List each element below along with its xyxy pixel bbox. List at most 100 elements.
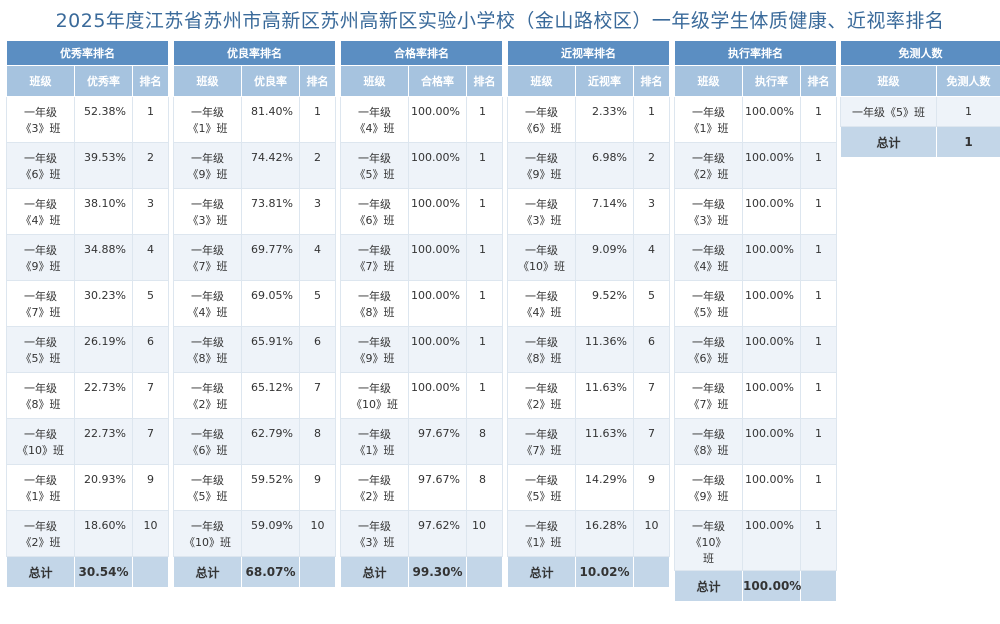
class-grade-text: 一年级	[191, 198, 224, 211]
value-cell: 26.19%	[74, 326, 133, 373]
table-row: 一年级 《10》班 59.09% 10	[173, 510, 337, 557]
rank-cell: 8	[298, 418, 337, 465]
panel-header: 优良率排名	[172, 40, 337, 66]
class-grade-text: 一年级	[692, 152, 725, 165]
rank-cell: 2	[131, 142, 170, 189]
class-number-text: 《2》班	[20, 536, 61, 549]
class-cell: 一年级 《7》班	[6, 280, 75, 327]
value-cell: 100.00%	[408, 142, 467, 189]
value-cell: 69.05%	[241, 280, 300, 327]
class-number-text: 《1》班	[354, 444, 395, 457]
ranking-table: 执行率排名 班级 执行率 排名 一年级 《1》班 100.00% 1 一年级 《2》班 100.00…	[673, 40, 838, 602]
table-row: 一年级 《5》班 14.29% 9	[507, 464, 671, 511]
class-grade-text: 一年级	[24, 198, 57, 211]
class-number-text: 《4》班	[20, 214, 61, 227]
class-cell: 一年级 《7》班	[674, 372, 743, 419]
class-grade-text: 一年级	[525, 290, 558, 303]
class-number-text: 《1》班	[521, 536, 562, 549]
class-number-text: 《6》班	[20, 168, 61, 181]
class-number-text: 《3》班	[521, 214, 562, 227]
total-value: 99.30%	[408, 556, 467, 588]
class-cell: 一年级 《8》班	[6, 372, 75, 419]
table-row: 一年级 《6》班 2.33% 1	[507, 96, 671, 143]
class-grade-text: 一年级	[692, 382, 725, 395]
ranking-table: 近视率排名 班级 近视率 排名 一年级 《6》班 2.33% 1 一年级 《9》班 6.98% 2 一年…	[506, 40, 671, 588]
class-cell: 一年级 《7》班	[340, 234, 409, 281]
class-cell: 一年级 《3》班	[507, 188, 576, 235]
rank-cell: 10	[632, 510, 671, 557]
class-number-text: 《5》班	[521, 490, 562, 503]
table-row: 一年级 《10》班 22.73% 7	[6, 418, 170, 465]
class-number-text: 《9》班	[354, 352, 395, 365]
table-row: 一年级 《3》班 7.14% 3	[507, 188, 671, 235]
rank-cell: 5	[632, 280, 671, 327]
rank-cell: 1	[465, 234, 504, 281]
total-rank-empty	[465, 556, 504, 588]
value-cell: 100.00%	[408, 188, 467, 235]
rank-cell: 5	[298, 280, 337, 327]
value-cell: 2.33%	[575, 96, 634, 143]
class-cell: 一年级 《9》班	[340, 326, 409, 373]
class-cell: 一年级 《4》班	[507, 280, 576, 327]
value-cell: 73.81%	[241, 188, 300, 235]
value-cell: 34.88%	[74, 234, 133, 281]
class-cell: 一年级 《5》班	[173, 464, 242, 511]
class-grade-text: 一年级	[525, 382, 558, 395]
col-header-rank: 排名	[298, 65, 337, 97]
class-cell: 一年级 《3》班	[6, 96, 75, 143]
class-grade-text: 一年级	[358, 428, 391, 441]
value-cell: 22.73%	[74, 372, 133, 419]
value-cell: 52.38%	[74, 96, 133, 143]
exempt-total-label: 总计	[840, 126, 937, 158]
class-cell: 一年级 《5》班	[507, 464, 576, 511]
value-cell: 11.63%	[575, 418, 634, 465]
panel-header: 执行率排名	[673, 40, 838, 66]
table-row: 一年级 《3》班 97.62% 10	[340, 510, 504, 557]
total-rank-empty	[131, 556, 170, 588]
ranking-panel: 执行率排名 班级 执行率 排名 一年级 《1》班 100.00% 1 一年级 《2》班 100.00…	[673, 40, 838, 602]
table-row: 一年级 《1》班 20.93% 9	[6, 464, 170, 511]
total-row: 总计 68.07%	[173, 556, 337, 588]
col-header-value: 执行率	[742, 65, 801, 97]
value-cell: 11.63%	[575, 372, 634, 419]
table-row: 一年级 《7》班 11.63% 7	[507, 418, 671, 465]
table-row: 一年级 《3》班 100.00% 1	[674, 188, 838, 235]
class-number-text: 《1》班	[187, 122, 228, 135]
table-row: 一年级 《4》班 69.05% 5	[173, 280, 337, 327]
value-cell: 100.00%	[742, 510, 801, 571]
class-cell: 一年级 《1》班	[173, 96, 242, 143]
table-row: 一年级 《7》班 100.00% 1	[340, 234, 504, 281]
class-grade-text: 一年级	[24, 428, 57, 441]
rank-cell: 1	[799, 280, 838, 327]
class-number-text: 《10》	[690, 536, 727, 549]
class-grade-text: 一年级	[525, 152, 558, 165]
class-cell: 一年级 《3》班	[674, 188, 743, 235]
class-grade-text: 一年级	[191, 290, 224, 303]
col-header-rank: 排名	[465, 65, 504, 97]
class-cell: 一年级 《7》班	[173, 234, 242, 281]
class-number-text: 《6》班	[354, 214, 395, 227]
class-cell: 一年级 《9》班	[6, 234, 75, 281]
rank-cell: 1	[465, 280, 504, 327]
rank-cell: 1	[298, 96, 337, 143]
rank-cell: 7	[298, 372, 337, 419]
class-cell: 一年级 《2》班	[674, 142, 743, 189]
class-cell: 一年级《1》班	[340, 418, 409, 465]
class-cell: 一年级 《6》班	[674, 326, 743, 373]
rank-cell: 3	[298, 188, 337, 235]
rank-cell: 1	[799, 372, 838, 419]
value-cell: 100.00%	[742, 142, 801, 189]
value-cell: 7.14%	[575, 188, 634, 235]
table-row: 一年级 《9》班 100.00% 1	[674, 464, 838, 511]
table-row: 一年级 《6》班 39.53% 2	[6, 142, 170, 189]
rank-cell: 1	[799, 418, 838, 465]
total-row: 总计 10.02%	[507, 556, 671, 588]
table-row: 一年级 《4》班 38.10% 3	[6, 188, 170, 235]
class-number-text: 《1》班	[688, 122, 729, 135]
exempt-col-class: 班级	[840, 65, 937, 97]
class-cell: 一年级 《6》班	[6, 142, 75, 189]
value-cell: 22.73%	[74, 418, 133, 465]
class-cell: 一年级 《1》班	[507, 510, 576, 557]
rank-cell: 6	[131, 326, 170, 373]
class-cell: 一年级 《2》班	[173, 372, 242, 419]
